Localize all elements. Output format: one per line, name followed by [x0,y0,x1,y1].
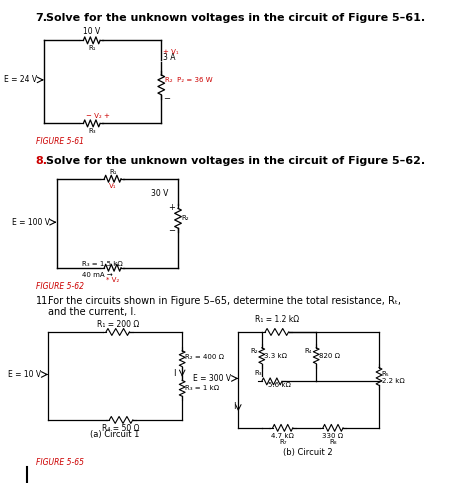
Text: FIGURE 5-61: FIGURE 5-61 [35,137,84,146]
Text: −: − [163,94,170,103]
Text: R₃ = 1 kΩ: R₃ = 1 kΩ [185,385,219,391]
Text: 7.: 7. [35,13,48,23]
Text: R₄ = 50 Ω: R₄ = 50 Ω [102,424,140,433]
Text: E = 300 V: E = 300 V [193,374,232,383]
Text: R₅: R₅ [381,371,389,378]
Text: (b) Circuit 2: (b) Circuit 2 [283,448,333,457]
Text: 3 A: 3 A [163,52,175,62]
Text: R₁: R₁ [88,45,95,52]
Text: 40 mA →: 40 mA → [82,272,113,278]
Text: I: I [233,401,236,411]
Text: FIGURE 5-62: FIGURE 5-62 [35,281,84,291]
Text: −: − [168,226,176,235]
Text: R₁ = 1.2 kΩ: R₁ = 1.2 kΩ [255,315,299,324]
Text: and the current, I.: and the current, I. [48,307,136,317]
Text: R₂: R₂ [251,348,258,354]
Text: R₃: R₃ [254,370,262,377]
Text: 11.: 11. [35,296,51,306]
Text: 330 Ω: 330 Ω [322,433,344,439]
Text: FIGURE 5-65: FIGURE 5-65 [35,457,84,467]
Text: R₁: R₁ [109,169,116,175]
Text: R₇: R₇ [279,439,286,445]
Text: 5.6 kΩ: 5.6 kΩ [268,382,291,388]
Text: 2.2 kΩ: 2.2 kΩ [381,379,405,384]
Text: R₂  P₂ = 36 W: R₂ P₂ = 36 W [165,77,212,83]
Text: R₃ = 1.5 kΩ: R₃ = 1.5 kΩ [82,260,123,267]
Text: I: I [173,369,176,378]
Text: E = 10 V: E = 10 V [8,370,41,379]
Text: R₄: R₄ [305,348,312,354]
Text: Solve for the unknown voltages in the circuit of Figure 5–62.: Solve for the unknown voltages in the ci… [46,156,425,166]
Text: E = 100 V: E = 100 V [12,218,50,227]
Text: E = 24 V: E = 24 V [4,75,37,85]
Text: 3.3 kΩ: 3.3 kΩ [264,353,287,359]
Text: +: + [168,203,176,212]
Text: R₂: R₂ [181,215,189,221]
Text: + V₁: + V₁ [163,49,178,55]
Text: R₈: R₈ [329,439,337,445]
Text: − V₂ +: − V₂ + [86,113,110,120]
Text: Solve for the unknown voltages in the circuit of Figure 5–61.: Solve for the unknown voltages in the ci… [46,13,425,23]
Text: 820 Ω: 820 Ω [319,353,340,359]
Text: R₁ = 200 Ω: R₁ = 200 Ω [97,320,139,329]
Text: (a) Circuit 1: (a) Circuit 1 [90,430,140,439]
Text: For the circuits shown in Figure 5–65, determine the total resistance, Rₜ,: For the circuits shown in Figure 5–65, d… [48,296,401,306]
Text: * V₂: * V₂ [106,277,119,283]
Text: 10 V: 10 V [83,27,100,36]
Text: 8.: 8. [35,156,48,166]
Text: R₃: R₃ [88,128,95,134]
Text: V₁: V₁ [109,183,116,189]
Text: 30 V: 30 V [151,189,168,198]
Text: 4.7 kΩ: 4.7 kΩ [271,433,294,439]
Text: R₂ = 400 Ω: R₂ = 400 Ω [185,354,224,360]
